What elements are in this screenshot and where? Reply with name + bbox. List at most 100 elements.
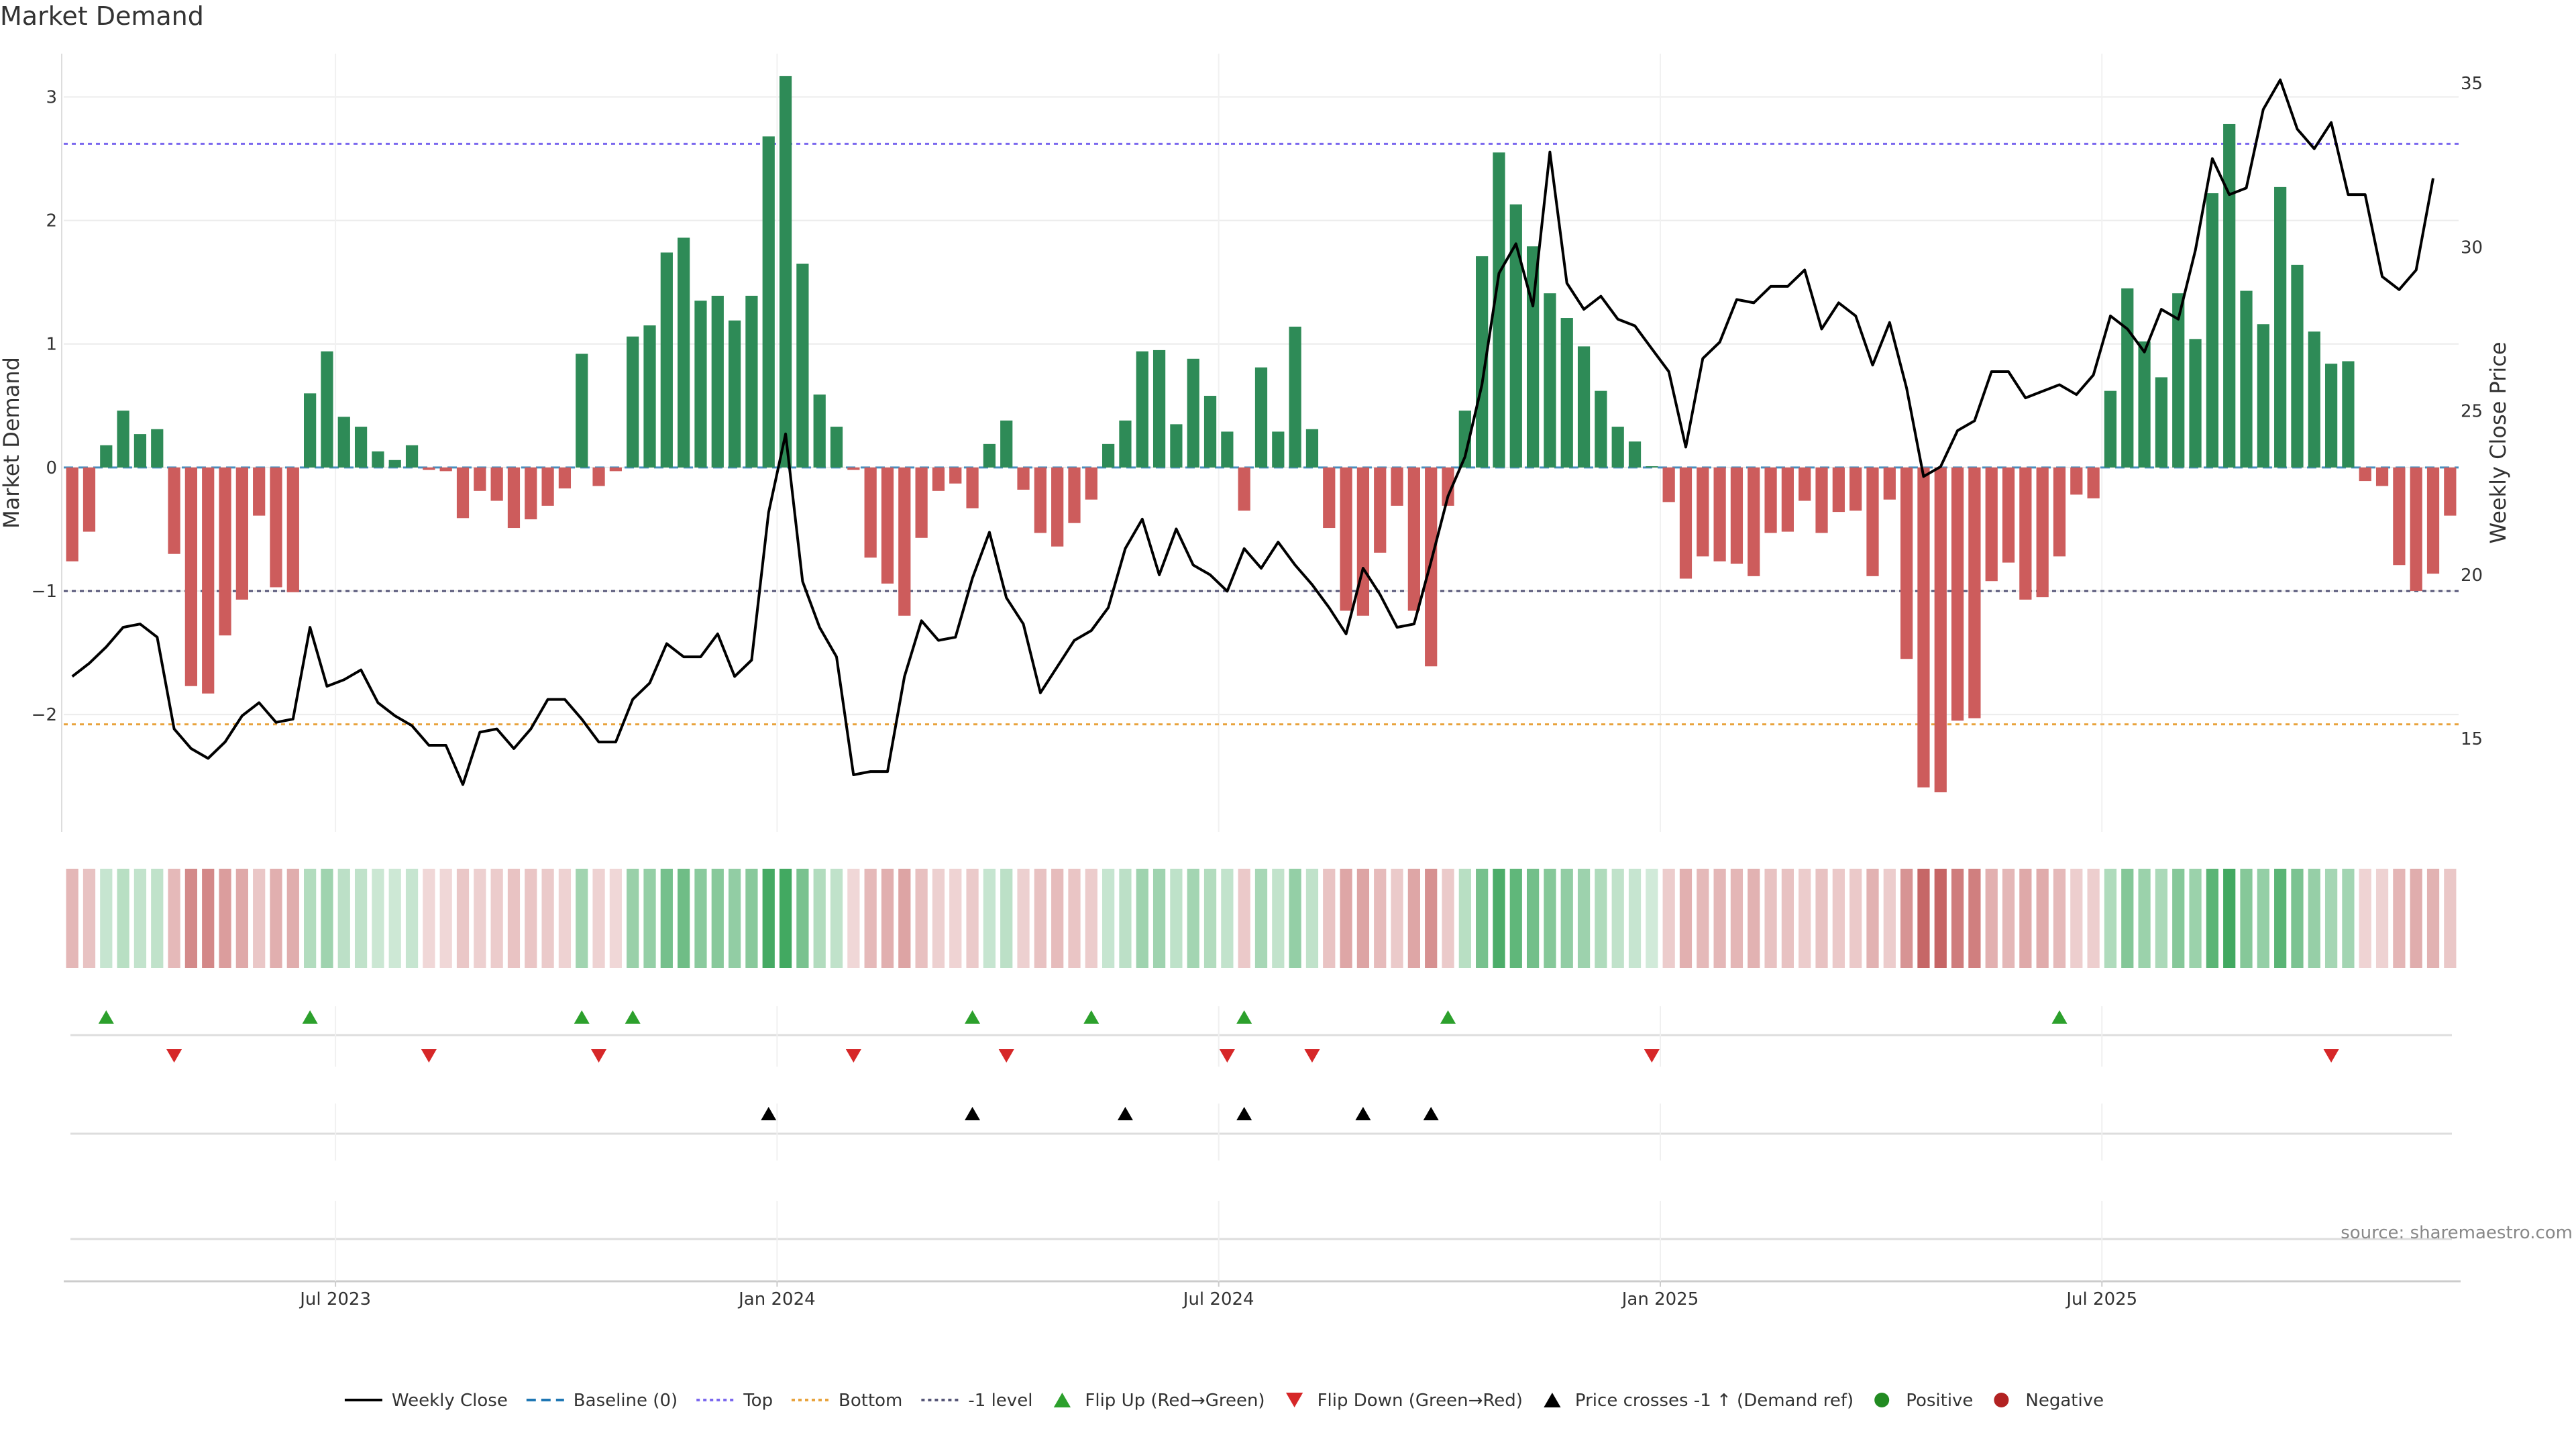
heat-cell [1425,869,1438,968]
demand-bar [2121,288,2134,468]
heat-cell [1391,869,1403,968]
demand-bar [2036,467,2049,598]
heat-cell [1781,869,1794,968]
legend-label: Bottom [839,1391,902,1411]
flip-up-marker [574,1010,590,1024]
heat-cell [474,869,486,968]
x-tick-label: Jan 2024 [737,1289,816,1309]
flip-up-marker [1236,1010,1252,1024]
demand-bar [202,467,215,694]
heat-cell [830,869,843,968]
heat-cell [2342,869,2355,968]
heat-cell [1611,869,1624,968]
demand-bar [1034,467,1046,533]
heat-cell [2019,869,2032,968]
heat-cell [1748,869,1760,968]
flip-up-marker [98,1010,114,1024]
heat-cell [1152,869,1166,968]
y-tick-label-left: 0 [46,458,57,478]
flip-up-marker [625,1010,641,1024]
y-tick-label-right: 35 [2461,74,2483,94]
heat-cell [1764,869,1777,968]
heat-cell [2121,869,2134,968]
demand-bar [1679,467,1693,579]
demand-bar [1764,467,1777,533]
heat-cell [83,869,96,968]
demand-bars [66,76,2457,793]
demand-bar [184,467,198,686]
heat-cell [2393,869,2406,968]
demand-bar [1407,467,1420,611]
heat-cell [1254,869,1268,968]
heat-cell [983,869,996,968]
heat-cell [1442,869,1454,968]
demand-bar [235,467,248,600]
demand-bar [525,467,537,520]
demand-bar [219,467,231,636]
demand-bar [83,467,96,532]
heat-cell [1713,869,1726,968]
chart-title: Market Demand [0,1,204,31]
demand-bar [1085,467,1097,500]
demand-bar [1866,467,1879,576]
demand-bar [1900,467,1913,659]
demand-bar [1662,467,1675,502]
heat-cell [1289,869,1301,968]
demand-bar [1577,346,1591,468]
heat-cell [1577,869,1591,968]
demand-bar [2172,293,2185,468]
demand-bar [1051,467,1064,547]
y-tick-label-left: 1 [46,335,57,355]
source-note: source: sharemaestro.com [2341,1223,2573,1243]
demand-bar [2324,364,2338,468]
legend-label: Flip Up (Red→Green) [1085,1391,1265,1411]
heat-cell [1323,869,1336,968]
demand-bar [388,460,401,468]
heat-cell [1305,869,1319,968]
heat-cell [2206,869,2218,968]
demand-bar [1000,420,1013,468]
y-tick-label-left: 2 [46,211,57,231]
legend-item: Baseline (0) [526,1391,678,1411]
heat-cell [2426,869,2440,968]
heat-cell [1628,869,1642,968]
heat-cell [881,869,894,968]
heat-cell [779,869,792,968]
heat-cell [678,869,690,968]
demand-bar [1323,467,1336,529]
demand-bar [168,467,180,554]
legend-item: Bottom [792,1391,902,1411]
heat-cell [2104,869,2117,968]
heat-cell [1136,869,1148,968]
y-axis-left-ticks: 3 2 1 0 −1 −2 [32,87,57,725]
demand-bar [1646,466,1658,468]
price-cross-marker [1117,1107,1133,1120]
heat-cell [253,869,266,968]
demand-bar [423,467,435,470]
y-axis-right-ticks: 35 30 25 20 15 [2461,74,2483,749]
demand-bar [286,467,299,592]
demand-bar [405,445,419,468]
demand-bar [1493,152,1505,468]
y-tick-label-left: 3 [46,87,57,107]
heat-cell [1985,869,1998,968]
y-axis-left-title: Market Demand [0,357,24,529]
y-axis-right-title: Weekly Close Price [2485,341,2511,543]
demand-bar [2410,467,2422,591]
heat-cell [372,869,384,968]
heat-cell [202,869,215,968]
demand-bar [2206,193,2218,468]
price-cross-marker [965,1107,981,1120]
flip-down-marker [591,1049,607,1063]
heat-cell [1900,869,1913,968]
heat-cell [694,869,707,968]
demand-bar [1832,467,1845,513]
weekly-close-price-line [71,78,2434,786]
heat-cell [2375,869,2389,968]
heat-cell [1934,869,1947,968]
demand-bar [151,429,164,468]
legend-label: Top [743,1391,773,1411]
demand-bar [966,467,979,508]
heat-cell [337,869,350,968]
demand-bar [1187,358,1199,468]
